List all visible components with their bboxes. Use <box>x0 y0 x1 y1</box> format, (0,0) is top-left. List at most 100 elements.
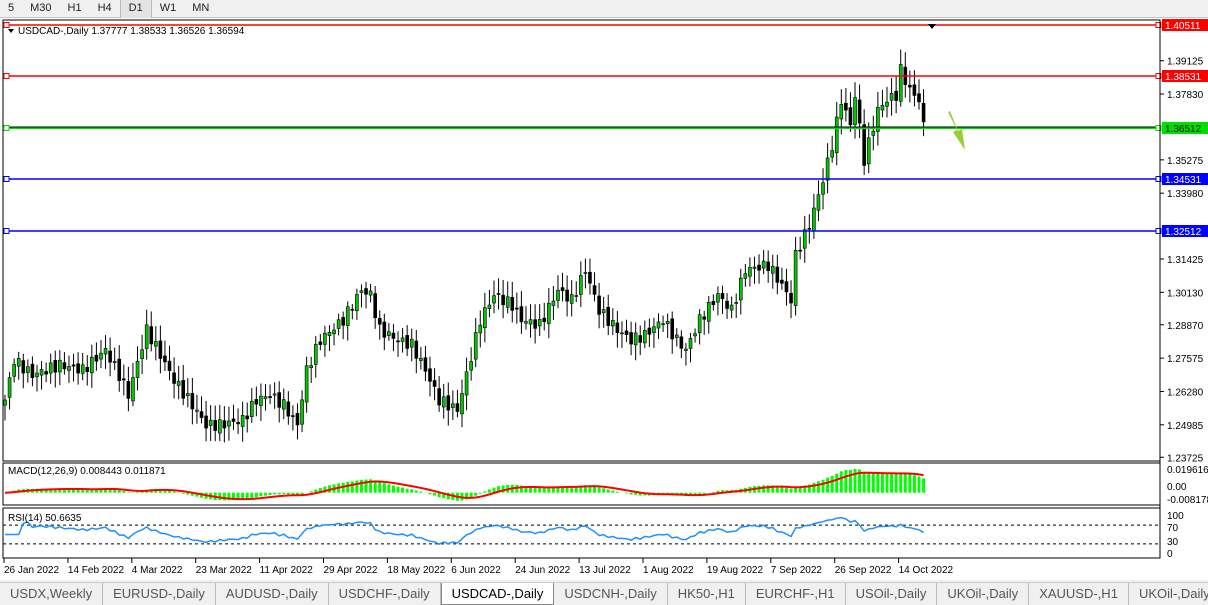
candle-body <box>286 401 291 417</box>
candle-body <box>579 275 583 295</box>
candle-body <box>464 371 469 396</box>
main-pane-frame <box>2 19 1161 462</box>
chart-tab[interactable]: EURCHF-,H1 <box>746 583 846 605</box>
timeframe-h1[interactable]: H1 <box>67 2 82 14</box>
chart-tab[interactable]: EURUSD-,Daily <box>103 583 216 605</box>
candle-body <box>295 412 300 426</box>
candle-body <box>720 293 725 300</box>
timeframe-d1[interactable]: D1 <box>119 0 152 18</box>
candle-body <box>268 396 272 398</box>
candle-body <box>140 349 144 359</box>
candle-body <box>263 396 268 399</box>
candle-body <box>441 396 446 408</box>
candle-body <box>341 317 345 326</box>
candle-body <box>291 415 295 417</box>
chart-tab[interactable]: USDX,Weekly <box>0 583 104 605</box>
level-handle <box>3 227 10 234</box>
candle-body <box>775 266 780 283</box>
candle-body <box>154 341 158 347</box>
chart-tab[interactable]: USDCAD-,Daily <box>440 583 555 605</box>
candle-body <box>642 329 647 344</box>
chart-tab[interactable]: AUDUSD-,Daily <box>216 583 329 605</box>
chart-tab[interactable]: UKOil-,Daily <box>1129 583 1208 605</box>
candle-body <box>844 102 848 111</box>
level-handle <box>1155 22 1162 29</box>
candle-body <box>176 381 181 386</box>
candle-body <box>163 355 167 363</box>
candle-body <box>560 287 565 292</box>
candle-body <box>665 320 670 325</box>
price-tick-label: 1.39125 <box>1167 57 1204 68</box>
price-tick-label: 1.23725 <box>1167 453 1204 464</box>
chart-tab[interactable]: USOil-,Daily <box>846 583 938 605</box>
macd-pane-frame <box>2 462 1161 506</box>
candle-body <box>862 124 866 166</box>
candle-body <box>249 400 254 417</box>
candle-body <box>693 333 697 337</box>
timeframe-toolbar: 5 M30 H1 H4 D1 W1 MN <box>0 0 1208 18</box>
candle-body <box>327 331 332 336</box>
candle-body <box>592 285 597 295</box>
level-handle <box>1155 73 1162 79</box>
chart-tab[interactable]: HK50-,H1 <box>668 583 746 605</box>
candle-body <box>611 320 615 327</box>
candle-body <box>880 104 885 111</box>
candle-body <box>94 354 99 362</box>
candle-body <box>16 357 21 367</box>
rsi-line <box>5 516 924 545</box>
candle-body <box>821 182 825 195</box>
candle-body <box>656 321 661 329</box>
candle-body <box>917 93 921 103</box>
candle-body <box>537 319 542 327</box>
date-label: 26 Jan 2022 <box>4 565 59 576</box>
candle-body <box>853 97 857 125</box>
candle-body <box>259 395 263 406</box>
candle-body <box>67 366 71 371</box>
date-label: 13 Jul 2022 <box>579 565 631 576</box>
chart-tab[interactable]: USDCNH-,Daily <box>554 583 668 605</box>
candle-body <box>432 380 437 387</box>
timeframe-5[interactable]: 5 <box>8 2 15 14</box>
level-handle <box>3 22 10 29</box>
candle-body <box>103 348 108 355</box>
candle-body <box>597 295 601 315</box>
candle-body <box>460 393 464 415</box>
timeframe-w1[interactable]: W1 <box>159 2 177 14</box>
chart-tab[interactable]: USDCHF-,Daily <box>329 583 441 605</box>
candle-body <box>889 92 894 101</box>
macd-label: MACD(12,26,9) 0.008443 0.011871 <box>8 466 166 477</box>
candle-body <box>620 332 624 335</box>
chart-window[interactable]: USDCAD-,Daily 1.37777 1.38533 1.36526 1.… <box>0 18 1208 580</box>
timeframe-mn[interactable]: MN <box>192 2 210 14</box>
candle-body <box>364 288 368 295</box>
candle-body <box>400 337 405 342</box>
candle-body <box>661 323 665 326</box>
timeframe-m30[interactable]: M30 <box>30 2 52 14</box>
candle-body <box>565 289 569 302</box>
timeframe-h4[interactable]: H4 <box>97 2 112 14</box>
candle-body <box>629 332 633 345</box>
candle-body <box>684 348 688 351</box>
candle-body <box>519 306 524 323</box>
candle-body <box>437 388 441 406</box>
price-tick-label: 1.31425 <box>1167 255 1204 266</box>
candle-body <box>7 377 12 398</box>
chart-tab[interactable]: UKOil-,Daily <box>937 583 1030 605</box>
candle-body <box>798 249 802 252</box>
candle-body <box>131 377 135 402</box>
candle-body <box>414 340 419 359</box>
candle-body <box>679 336 684 349</box>
candle-body <box>336 319 341 329</box>
price-chart[interactable]: USDCAD-,Daily 1.37777 1.38533 1.36526 1.… <box>0 18 1208 580</box>
price-tick-label: 1.24985 <box>1167 421 1204 432</box>
candle-body <box>510 297 515 311</box>
candle-body <box>318 341 323 345</box>
candle-body <box>12 364 16 377</box>
rsi-pane-frame <box>2 507 1161 559</box>
level-handle <box>1155 227 1162 234</box>
candle-body <box>702 316 707 320</box>
candle-body <box>706 302 711 322</box>
level-handle <box>1155 124 1162 131</box>
chart-tab[interactable]: XAUUSD-,H1 <box>1029 583 1129 605</box>
candle-body <box>688 338 693 349</box>
